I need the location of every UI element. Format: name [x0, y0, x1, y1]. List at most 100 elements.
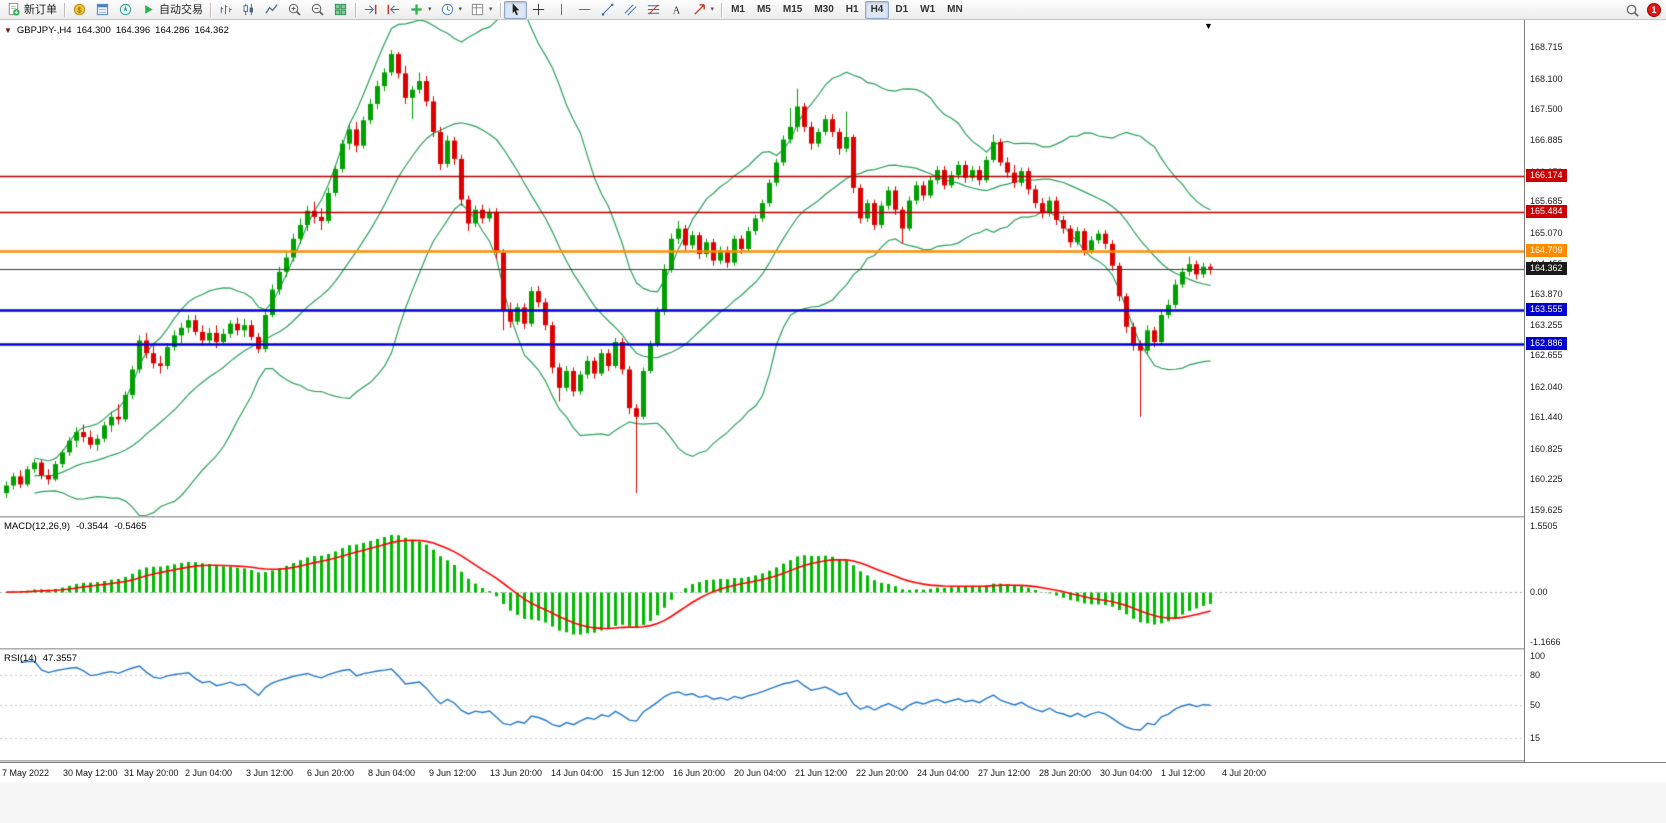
- data-window-icon: [95, 2, 110, 17]
- timeframe-m15[interactable]: M15: [777, 1, 808, 19]
- arrows-icon: [692, 2, 707, 17]
- price-tick: 162.040: [1530, 381, 1563, 392]
- price-tick: 163.870: [1530, 288, 1563, 299]
- new-order-button-label: 新订单: [24, 3, 57, 16]
- price-tick: 161.440: [1530, 412, 1563, 423]
- time-label: 14 Jun 04:00: [551, 768, 604, 778]
- panel-divider[interactable]: [0, 516, 1666, 518]
- fibonacci-button[interactable]: [642, 1, 665, 19]
- bottom-strip: [0, 782, 1666, 823]
- timeframe-d1[interactable]: D1: [889, 1, 914, 19]
- toolbar-group: A ▾: [503, 0, 719, 19]
- vertical-line-button[interactable]: [550, 1, 573, 19]
- dropdown-caret-icon: ▾: [489, 5, 493, 13]
- periods-icon: [440, 2, 455, 17]
- price-tick: 160.825: [1530, 443, 1563, 454]
- toolbar-separator: [721, 2, 723, 17]
- autotrading-button[interactable]: 自动交易: [137, 1, 207, 19]
- time-label: 22 Jun 20:00: [856, 768, 909, 778]
- cursor-button[interactable]: [503, 0, 527, 19]
- crosshair-button[interactable]: [527, 1, 550, 19]
- data-window-button[interactable]: [91, 1, 114, 19]
- chart-low-value: 164.286: [155, 25, 190, 36]
- equidistant-channel-button[interactable]: [619, 1, 642, 19]
- arrows-button[interactable]: ▾: [688, 1, 719, 19]
- text-button[interactable]: A: [665, 1, 688, 19]
- time-axis[interactable]: 7 May 2022 30 May 12:00 31 May 20:00 2 Jun …: [0, 762, 1666, 782]
- cursor-icon: [508, 2, 523, 17]
- zoom-out-icon: [310, 2, 325, 17]
- price-tick: 165.070: [1530, 227, 1563, 238]
- chart-header: ▼ GBPJPY-,H4 164.300 164.396 164.286 164…: [4, 25, 229, 36]
- notification-badge[interactable]: 1: [1647, 3, 1661, 17]
- toolbar-group: $ 自动交易: [68, 0, 207, 19]
- macd-name: MACD(12,26,9): [4, 521, 70, 532]
- price-tick: 165.685: [1530, 196, 1563, 207]
- timeframe-m1[interactable]: M1: [725, 1, 751, 19]
- price-tick: 167.500: [1530, 104, 1563, 115]
- time-label: 30 Jun 04:00: [1100, 768, 1153, 778]
- autotrading-icon: [141, 2, 156, 17]
- toolbar-group: [214, 0, 352, 19]
- chart-dropdown-icon[interactable]: ▼: [4, 26, 12, 35]
- tile-windows-icon: [333, 2, 348, 17]
- price-tick: 159.625: [1530, 504, 1563, 515]
- time-label: 30 May 12:00: [63, 768, 118, 778]
- horizontal-line-button[interactable]: [573, 1, 596, 19]
- candlestick-chart-button[interactable]: [237, 1, 260, 19]
- timeframe-h1[interactable]: H1: [840, 1, 865, 19]
- search-icon[interactable]: [1625, 3, 1640, 18]
- rsi-tick: 80: [1530, 670, 1541, 681]
- new-order-button[interactable]: 新订单: [2, 1, 61, 19]
- main-chart-canvas[interactable]: [0, 20, 1524, 516]
- zoom-in-button[interactable]: [283, 1, 306, 19]
- time-label: 27 Jun 12:00: [978, 768, 1031, 778]
- toolbar-separator: [64, 2, 65, 17]
- indicators-icon: [409, 2, 424, 17]
- zoom-out-button[interactable]: [306, 1, 329, 19]
- time-label: 6 Jun 20:00: [307, 768, 355, 778]
- price-axis[interactable]: 168.715168.100167.500166.885166.270165.6…: [1524, 20, 1666, 762]
- time-label: 8 Jun 04:00: [368, 768, 416, 778]
- vertical-line-icon: [554, 2, 569, 17]
- line-chart-button[interactable]: [260, 1, 283, 19]
- timeframe-h4[interactable]: H4: [864, 0, 890, 19]
- panel-divider[interactable]: [0, 648, 1666, 650]
- toolbar-separator: [355, 2, 356, 17]
- time-label: 13 Jun 20:00: [490, 768, 543, 778]
- time-label: 15 Jun 12:00: [612, 768, 665, 778]
- zoom-in-icon: [287, 2, 302, 17]
- horizontal-line-icon: [577, 2, 592, 17]
- rsi-name: RSI(14): [4, 653, 37, 664]
- indicators-button[interactable]: ▾: [405, 1, 436, 19]
- macd-canvas[interactable]: [0, 518, 1524, 648]
- timeframe-group: M1 M5 M15 M30 H1 H4 D1 W1 MN: [725, 0, 969, 19]
- timeframe-mn[interactable]: MN: [941, 1, 969, 19]
- time-label: 2 Jun 04:00: [185, 768, 233, 778]
- time-label: 1 Jul 12:00: [1161, 768, 1206, 778]
- chart-shift-button[interactable]: [382, 1, 405, 19]
- rsi-canvas[interactable]: [0, 650, 1524, 760]
- time-label: 9 Jun 12:00: [429, 768, 477, 778]
- timeframe-w1[interactable]: W1: [914, 1, 941, 19]
- dropdown-caret-icon: ▾: [428, 5, 432, 13]
- templates-button[interactable]: ▾: [466, 1, 497, 19]
- bar-chart-button[interactable]: [214, 1, 237, 19]
- market-watch-button[interactable]: $: [68, 1, 91, 19]
- auto-scroll-button[interactable]: [359, 1, 382, 19]
- time-label: 24 Jun 04:00: [917, 768, 970, 778]
- toolbar-right: 1: [1625, 0, 1661, 20]
- time-label: 16 Jun 20:00: [673, 768, 726, 778]
- svg-text:A: A: [672, 6, 680, 17]
- navigator-button[interactable]: [114, 1, 137, 19]
- periods-button[interactable]: ▾: [436, 1, 467, 19]
- chart-shift-marker-icon[interactable]: ▼: [1204, 21, 1213, 31]
- tile-windows-button[interactable]: [329, 1, 352, 19]
- trendline-button[interactable]: [596, 1, 619, 19]
- price-tick: 160.225: [1530, 474, 1563, 485]
- panel-divider[interactable]: [0, 760, 1666, 762]
- timeframe-m30[interactable]: M30: [808, 1, 839, 19]
- time-label: 20 Jun 04:00: [734, 768, 787, 778]
- timeframe-m5[interactable]: M5: [751, 1, 777, 19]
